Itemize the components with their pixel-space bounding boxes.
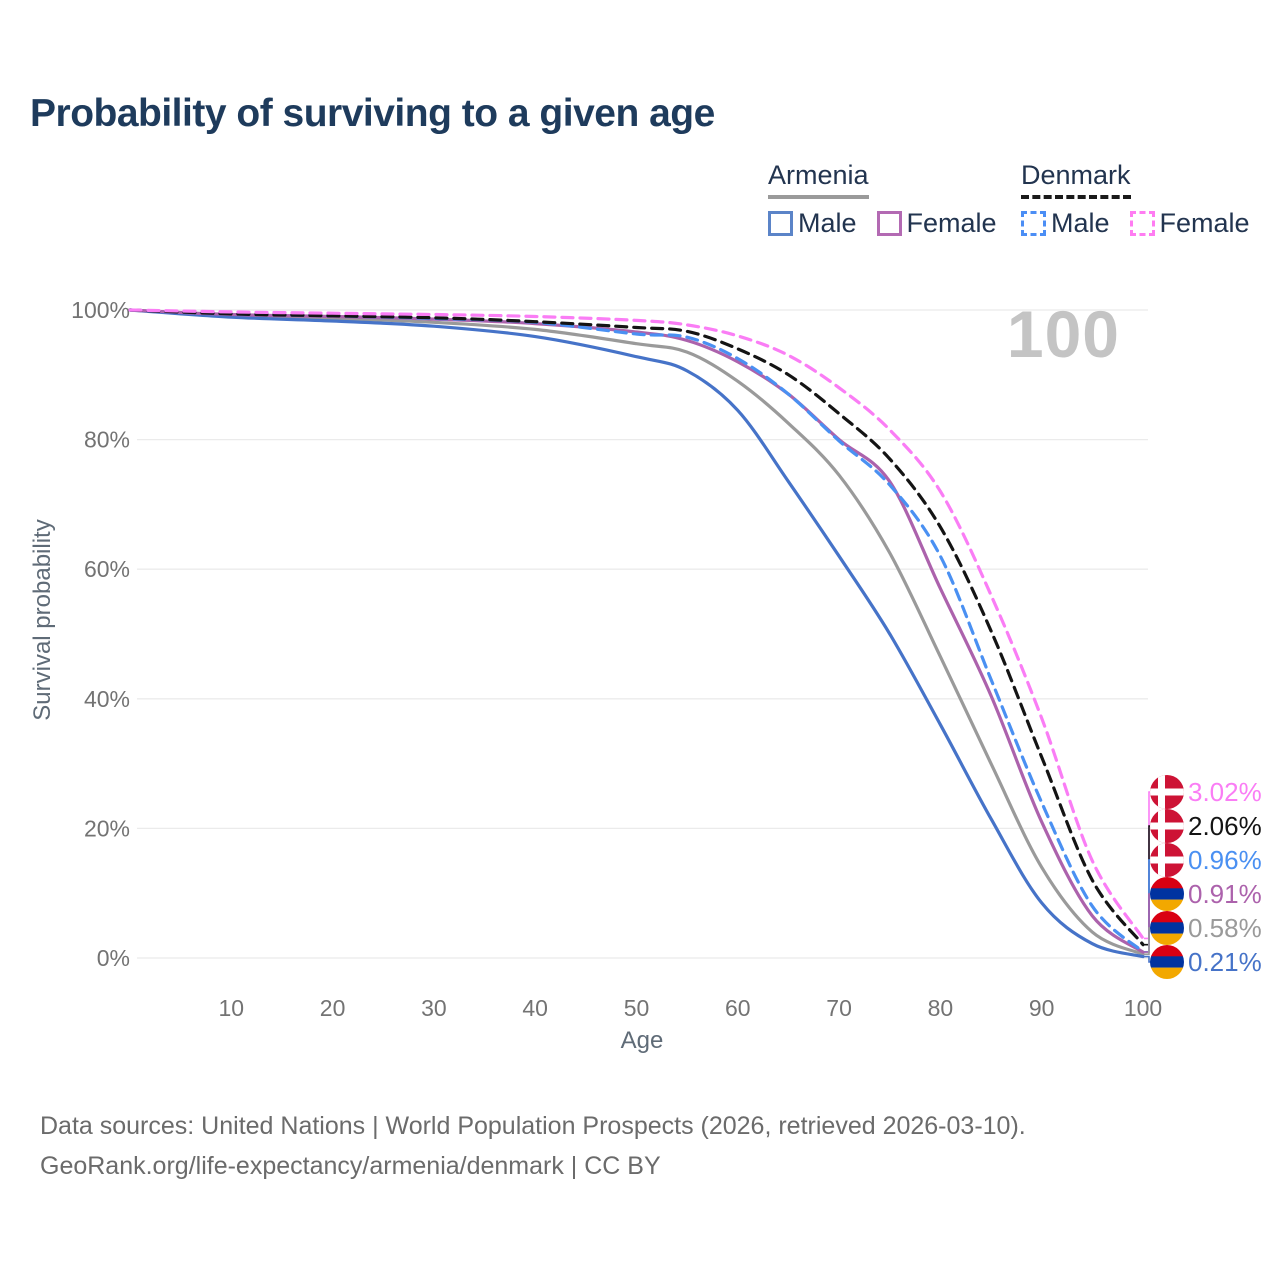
series-line-denmark-both-sexes[interactable] xyxy=(128,308,1145,947)
series-line-denmark-female[interactable] xyxy=(128,308,1145,940)
footer-data-sources: Data sources: United Nations | World Pop… xyxy=(40,1112,1026,1140)
footer-attribution-link: GeoRank.org/life-expectancy/armenia/denm… xyxy=(40,1152,661,1180)
label-leader-line xyxy=(1144,893,1151,953)
end-value-label-armenia-both-sexes: 0.58% xyxy=(1188,913,1262,943)
end-value-label-denmark-female: 3.02% xyxy=(1188,777,1262,807)
armenia-female-swatch-icon xyxy=(876,211,902,236)
x-tick-label: 20 xyxy=(320,995,346,1021)
y-tick-label: 0% xyxy=(97,945,130,971)
series-line-armenia-male[interactable] xyxy=(128,308,1145,959)
y-tick-label: 60% xyxy=(84,556,130,582)
legend-item-label: Male xyxy=(798,208,857,238)
x-tick-label: 30 xyxy=(421,995,447,1021)
denmark-flag-icon xyxy=(1150,809,1184,843)
y-tick-label: 100% xyxy=(71,297,130,323)
y-tick-label: 20% xyxy=(84,815,130,841)
y-tick-label: 40% xyxy=(84,686,130,712)
x-tick-label: 50 xyxy=(624,995,650,1021)
series-line-denmark-male[interactable] xyxy=(128,308,1145,954)
watermark-age-100: 100 xyxy=(1006,297,1120,371)
armenia-male-swatch-icon xyxy=(768,211,793,236)
legend-country-denmark[interactable]: Denmark xyxy=(1021,160,1131,199)
x-tick-label: 40 xyxy=(522,995,548,1021)
legend-group-denmark: Denmark Male Female xyxy=(1021,160,1250,239)
y-tick-label: 80% xyxy=(84,427,130,453)
denmark-flag-icon xyxy=(1150,775,1184,809)
series-line-armenia-both-sexes[interactable] xyxy=(128,308,1145,956)
label-leader-line xyxy=(1144,927,1151,955)
denmark-female-swatch-icon xyxy=(1129,211,1155,236)
x-tick-label: 90 xyxy=(1029,995,1055,1021)
legend-group-armenia: Armenia Male Female xyxy=(768,160,997,239)
legend-item-label: Female xyxy=(1159,208,1250,238)
legend-item-label: Female xyxy=(906,208,997,238)
legend-item-denmark-male[interactable]: Male xyxy=(1021,208,1110,239)
x-tick-label: 80 xyxy=(928,995,954,1021)
legend-item-denmark-female[interactable]: Female xyxy=(1129,208,1250,239)
x-tick-label: 70 xyxy=(826,995,852,1021)
legend-item-label: Male xyxy=(1051,208,1110,238)
armenia-flag-icon xyxy=(1150,945,1184,979)
legend-country-denmark-label: Denmark xyxy=(1021,160,1131,190)
legend-country-armenia[interactable]: Armenia xyxy=(768,160,869,199)
armenia-flag-icon xyxy=(1150,911,1184,945)
x-tick-label: 10 xyxy=(219,995,245,1021)
footer: Data sources: United Nations | World Pop… xyxy=(40,1106,1026,1186)
chart-legend: Armenia Male Female Denmark Male xyxy=(0,160,1280,250)
end-value-label-denmark-male: 0.96% xyxy=(1188,845,1262,875)
end-value-label-armenia-female: 0.91% xyxy=(1188,879,1262,909)
legend-item-armenia-female[interactable]: Female xyxy=(876,208,997,239)
legend-item-armenia-male[interactable]: Male xyxy=(768,208,857,239)
denmark-flag-icon xyxy=(1150,843,1184,877)
x-tick-label: 60 xyxy=(725,995,751,1021)
denmark-male-swatch-icon xyxy=(1021,211,1046,236)
end-value-label-denmark-both-sexes: 2.06% xyxy=(1188,811,1262,841)
page-title: Probability of surviving to a given age xyxy=(30,92,715,135)
legend-country-armenia-label: Armenia xyxy=(768,160,869,190)
x-tick-label: 100 xyxy=(1124,995,1162,1021)
label-leader-line xyxy=(1144,791,1151,940)
label-leader-line xyxy=(1144,825,1151,946)
armenia-flag-icon xyxy=(1150,877,1184,911)
end-value-label-armenia-male: 0.21% xyxy=(1188,947,1262,977)
x-axis-title: Age xyxy=(620,1027,664,1054)
